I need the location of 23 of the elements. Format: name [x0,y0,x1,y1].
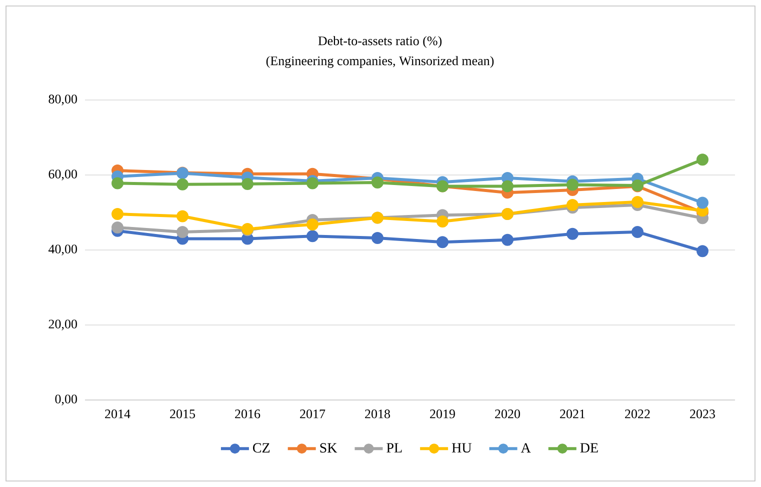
x-tick-label: 2017 [300,410,326,418]
x-tick-label: 2023 [690,410,715,418]
x-tick-label: 2016 [235,410,260,418]
chart-title: Debt-to-assets ratio (%) [318,36,442,48]
x-tick-label: 2015 [170,410,195,418]
legend-label: SK [320,443,338,453]
legend-label: PL [386,443,402,452]
x-tick-label: 2020 [495,410,520,418]
x-tick-label: 2019 [430,410,455,418]
legend-label: DE [580,443,598,452]
x-tick-label: 2014 [105,410,130,418]
chart-subtitle: (Engineering companies, Winsorized mean) [266,56,494,68]
y-tick-label: 40,00 [48,244,77,256]
y-tick-label: 20,00 [48,320,77,330]
legend-label: A [520,443,531,452]
x-tick-label: 2022 [625,410,650,418]
y-tick-label: 0,00 [55,394,77,406]
legend-label: HU [452,443,472,453]
x-tick-label: 2018 [365,410,390,418]
legend-label: CZ [253,443,270,453]
x-tick-label: 2021 [560,410,585,418]
y-tick-label: 80,00 [48,94,77,106]
y-tick-label: 60,00 [48,170,77,180]
